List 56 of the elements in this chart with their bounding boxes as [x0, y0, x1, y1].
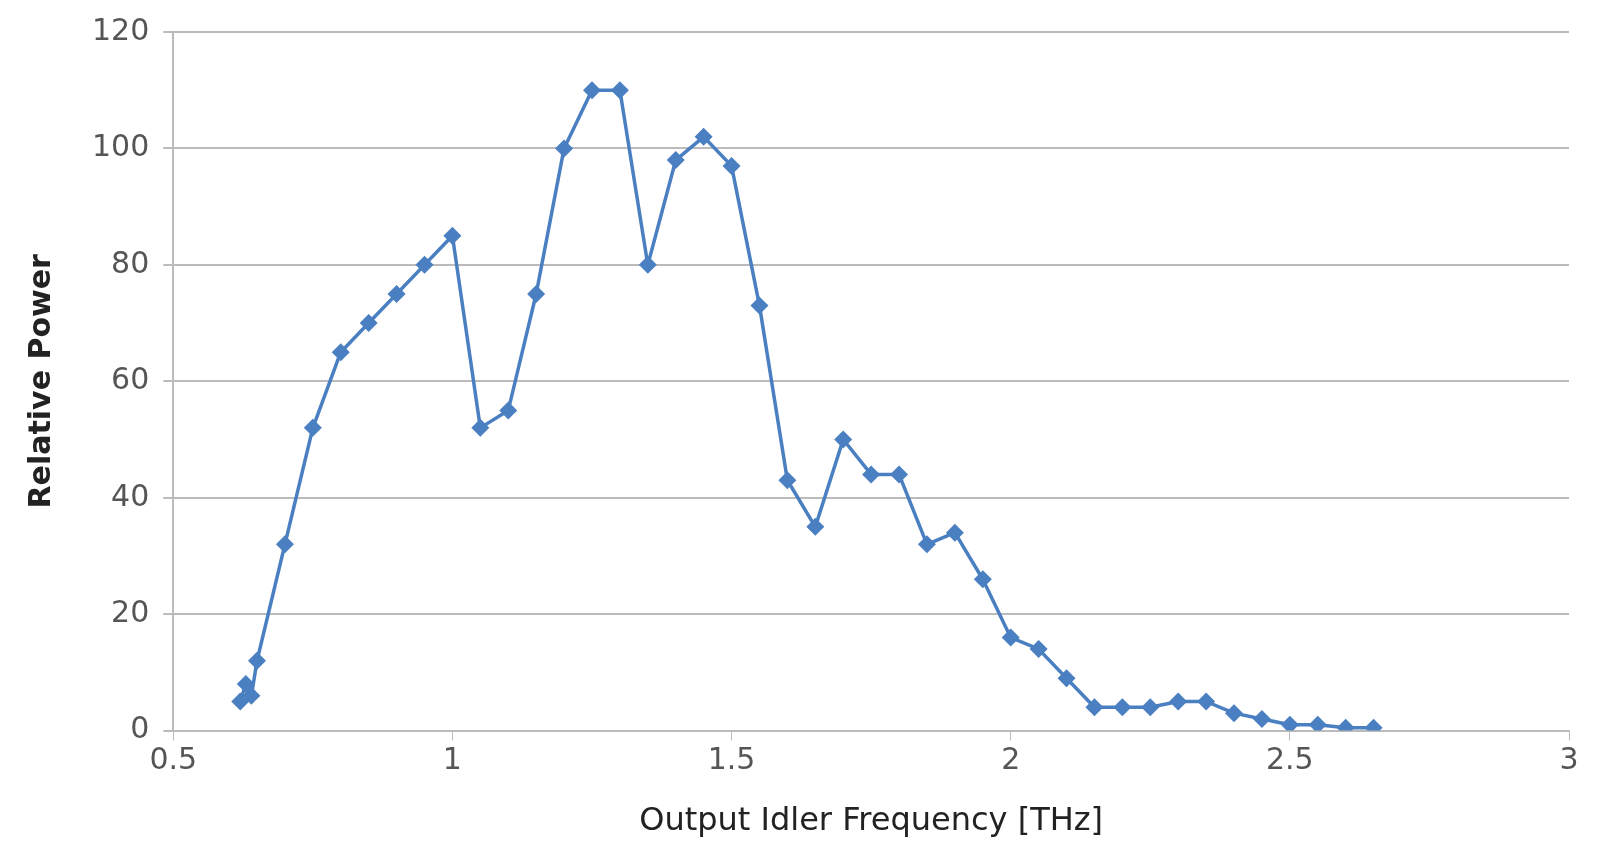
point: [359, 314, 378, 333]
y-tick-label: 40: [111, 477, 150, 513]
point: [1001, 628, 1020, 647]
x-axis-title: Output Idler Frequency [THz]: [639, 800, 1104, 839]
point: [1113, 698, 1132, 717]
y-tick-label: 100: [92, 128, 150, 164]
point: [638, 255, 657, 274]
point: [694, 127, 713, 146]
point: [248, 651, 267, 670]
y-tick-label: 80: [111, 244, 150, 280]
point: [415, 255, 434, 274]
y-tick-label: 60: [111, 361, 150, 397]
point: [722, 156, 741, 175]
point: [303, 418, 322, 437]
point: [1169, 692, 1188, 711]
point: [834, 430, 853, 449]
y-tick-label: 120: [92, 11, 150, 47]
point: [242, 686, 261, 705]
y-tick-label: 20: [111, 593, 150, 629]
y-axis-title: Relative Power: [21, 253, 57, 509]
point: [1141, 698, 1160, 717]
point: [387, 284, 406, 303]
y-tick-label: 0: [130, 710, 150, 746]
point: [275, 535, 294, 554]
point: [1029, 640, 1048, 659]
point: [582, 81, 601, 100]
point: [1225, 704, 1244, 723]
point: [666, 151, 685, 170]
point: [1085, 698, 1104, 717]
point: [1280, 715, 1299, 731]
point: [1252, 709, 1271, 728]
point: [750, 296, 769, 315]
x-tick-label: 1.5: [707, 741, 756, 777]
x-tick-label: 2: [1001, 741, 1021, 777]
point: [862, 465, 881, 484]
point: [806, 517, 825, 536]
point: [231, 692, 250, 711]
point: [973, 570, 992, 589]
point: [471, 418, 490, 437]
point: [443, 226, 462, 245]
point: [555, 139, 574, 158]
x-tick-label: 1: [442, 741, 462, 777]
point: [778, 471, 797, 490]
point: [1308, 715, 1327, 731]
point: [945, 523, 964, 542]
point: [890, 465, 909, 484]
point: [917, 535, 936, 554]
point: [331, 343, 350, 362]
point: [1197, 692, 1216, 711]
point: [610, 81, 629, 100]
point: [499, 401, 518, 420]
x-tick-label: 3: [1559, 741, 1579, 777]
point: [527, 284, 546, 303]
x-tick-label: 0.5: [149, 741, 198, 777]
point: [1057, 669, 1076, 688]
x-tick-label: 2.5: [1265, 741, 1314, 777]
